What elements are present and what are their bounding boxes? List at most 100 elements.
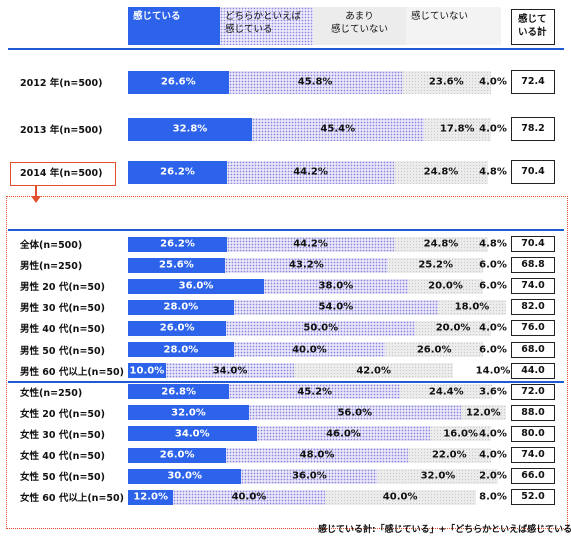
bar-segment-2 [226,320,416,336]
stacked-bar [128,363,506,379]
total-value-box: 68.0 [511,341,555,358]
total-value-box: 52.0 [511,489,555,506]
row-label: 男性 40 代(n=50) [20,324,105,336]
total-value-box: 72.0 [511,383,555,400]
segment-value-label: 17.8% [439,123,475,135]
bar-segment-1 [128,342,234,357]
stacked-bar [128,468,506,484]
legend-total: 感じて いる計 [511,9,555,45]
stacked-bar [128,405,506,421]
total-value-box: 70.4 [511,236,555,252]
bar-segment-1 [128,363,166,379]
row-label: 男性 50 代(n=50) [20,345,105,357]
row-label: 女性 20 代(n=50) [20,408,105,420]
segment-value-label: 4.0% [479,76,507,88]
bar-segment-1 [128,70,229,94]
total-value-box: 70.4 [511,160,555,184]
bar-segment-2 [173,489,325,505]
legend-not-much: あまり 感じていない [313,7,406,45]
bar-segment-3 [437,299,506,315]
row-label: 女性(n=250) [20,387,83,399]
segment-value-label: 40.0% [292,344,327,355]
legend-label: 感じていない [411,11,469,22]
bar-segment-2 [248,405,461,421]
segment-value-label: 48.0% [299,449,335,461]
legend-label-line1: あまり [345,11,374,22]
total-value-box: 74.0 [511,447,555,463]
bar-segment-2 [264,278,408,294]
stacked-bar [128,117,506,141]
bar-segment-1 [128,236,228,252]
segment-value-label: 4.0% [479,322,507,334]
bar-segment-2 [228,70,402,94]
bar-segment-1 [128,447,227,463]
row-label: 女性 50 代(n=50) [20,472,105,484]
bar-segment-4 [483,278,506,294]
bar-segment-4 [483,257,506,273]
bar-segment-3 [377,468,499,484]
row-label: 2012 年(n=500) [20,78,103,89]
bar-segment-3 [324,489,476,505]
segment-value-label: 4.0% [479,449,507,461]
bar-segment-3 [394,236,488,252]
bar-segment-4 [453,363,506,379]
segment-value-label: 26.0% [159,322,195,334]
segment-value-label: 34.0% [212,365,248,377]
bar-segment-2 [251,117,424,141]
segment-value-label: 4.8% [479,166,507,178]
bar-segment-4 [490,426,506,442]
segment-value-label: 38.0% [318,280,354,292]
segment-value-label: 42.0% [356,365,392,377]
segment-value-label: 44.2% [293,166,328,178]
segment-value-label: 32.0% [171,407,206,419]
legend-label-line1: 感じて [518,14,547,25]
legend-label-line2: いる計 [518,27,547,38]
legend-label-line2: 感じている [225,24,273,35]
legend-label-line1: どちらかといえば [225,11,302,22]
segment-value-label: 23.6% [428,76,464,88]
segment-value-label: 36.0% [178,280,214,292]
bar-segment-1 [128,320,227,336]
bar-segment-3 [407,278,484,294]
detail-breakdown-frame [6,196,568,529]
stacked-bar [128,320,506,336]
row-label: 男性 20 代(n=50) [20,282,105,294]
legend-label: 感じている [133,11,181,22]
total-value-box: 76.0 [511,320,555,337]
segment-value-label: 2.0% [479,470,507,482]
bar-segment-3 [394,160,488,184]
bar-segment-4 [490,70,506,94]
bar-segment-2 [229,384,401,400]
bar-segment-4 [492,384,506,400]
segment-value-label: 24.4% [428,386,464,398]
segment-value-label: 54.0% [318,301,354,313]
bar-segment-1 [128,468,242,484]
stacked-bar [128,384,506,400]
segment-value-label: 25.6% [159,259,194,271]
bar-segment-2 [224,257,389,273]
row-label: 全体(n=500) [20,240,83,251]
row-label: 女性 30 代(n=50) [20,429,105,441]
segment-value-label: 14.0% [475,365,511,377]
segment-value-label: 26.0% [416,344,452,355]
segment-value-label: 28.0% [163,301,199,313]
segment-value-label: 32.8% [172,123,208,135]
segment-value-label: 3.6% [479,386,507,398]
segment-value-label: 8.0% [479,491,507,503]
stacked-bar [128,447,506,463]
segment-value-label: 56.0% [337,407,373,419]
segment-value-label: 6.0% [479,259,507,271]
bar-segment-1 [128,405,249,421]
segment-value-label: 50.0% [303,322,339,334]
row-label: 男性 30 代(n=50) [20,303,105,315]
segment-value-label: 34.0% [174,428,210,440]
bar-segment-3 [423,117,491,141]
segment-value-label: 6.0% [479,280,507,292]
bar-segment-3 [460,405,506,421]
legend-strongly-feel: 感じている [128,7,220,45]
callout-arrow-head [31,196,41,203]
segment-value-label: 36.0% [292,470,327,482]
segment-value-label: 45.8% [297,76,333,88]
bar-segment-4 [490,117,506,141]
bar-segment-4 [498,468,506,484]
